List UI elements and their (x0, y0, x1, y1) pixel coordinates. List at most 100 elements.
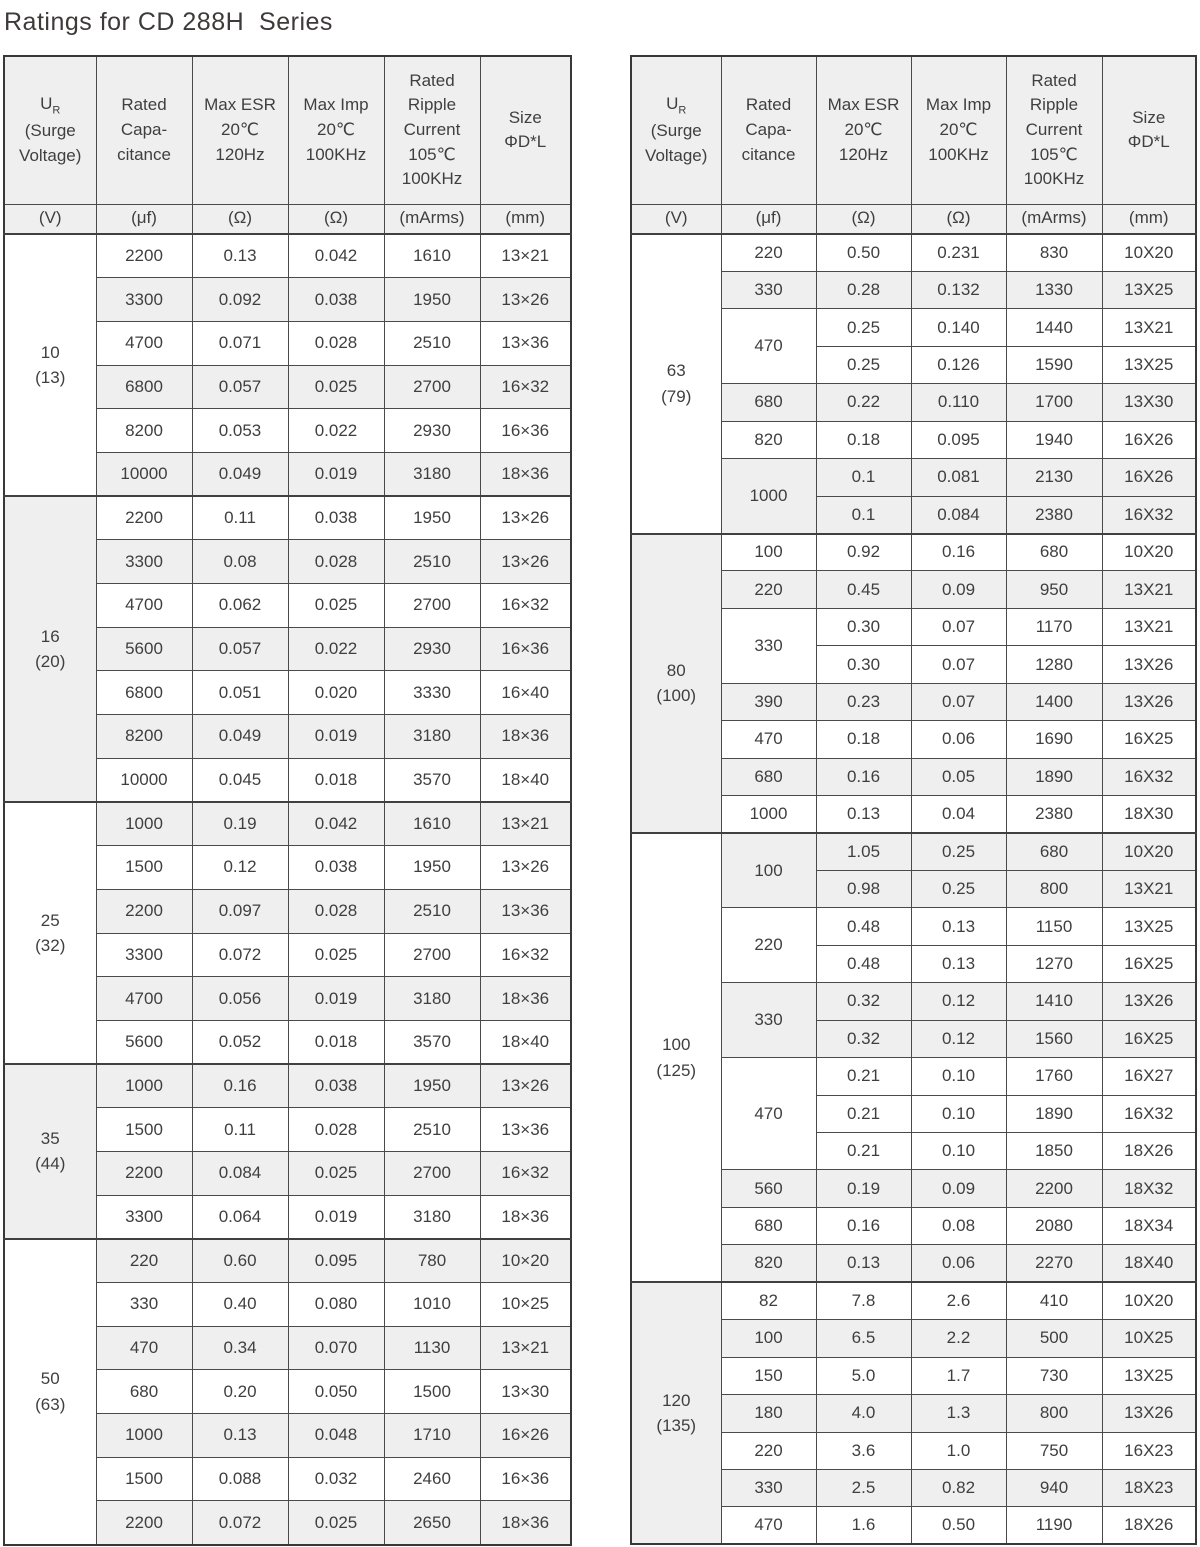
cell-ripple: 2200 (1005, 1169, 1103, 1208)
unit-voltage: (V) (3, 203, 97, 235)
cell-imp: 0.050 (287, 1369, 385, 1415)
cell-imp: 0.025 (287, 932, 385, 978)
cell-imp: 0.25 (910, 869, 1007, 909)
cell-imp: 1.7 (910, 1356, 1007, 1396)
table-row: 1500 0.12 0.038 1950 13×26 (4, 845, 572, 890)
table-row: 25 (32) 1000 0.19 0.042 1610 13×21 (3, 800, 572, 1065)
cell-size: 16X23 (1101, 1431, 1197, 1470)
cell-imp: 0.028 (287, 539, 385, 584)
table-row: 820 0.13 0.06 2270 18X40 (631, 1244, 1197, 1283)
cell-ripple: 2130 (1005, 458, 1103, 497)
cell-esr: 0.056 (191, 976, 289, 1021)
cell-capacitance: 1000 (95, 1063, 193, 1109)
cell-imp: 0.08 (910, 1206, 1007, 1246)
cell-size: 16X25 (1101, 1019, 1197, 1059)
cell-imp: 2.6 (910, 1281, 1007, 1321)
table-row: 100 6.5 2.2 500 10X25 (631, 1319, 1197, 1358)
cell-capacitance: 3300 (95, 277, 193, 322)
cell-size: 16X25 (1101, 720, 1197, 759)
table-row: 1500 0.088 0.032 2460 16×36 (4, 1456, 572, 1502)
cell-size: 18X26 (1101, 1506, 1197, 1545)
cell-voltage-group: 25 (32) (3, 800, 97, 1065)
table-row: 10 (13) 2200 0.13 0.042 1610 13×21 (3, 232, 572, 497)
cell-esr: 0.18 (815, 720, 912, 759)
cell-esr: 0.25 (815, 345, 912, 385)
cell-imp: 0.020 (287, 670, 385, 716)
cell-size: 10X20 (1101, 1281, 1197, 1321)
cell-capacitance: 2200 (95, 888, 193, 934)
cell-size: 13×26 (479, 539, 572, 584)
cell-ripple: 940 (1005, 1468, 1103, 1508)
cell-ripple: 2510 (383, 539, 481, 584)
col-header-ripple: Rated Ripple Current 105℃ 100KHz (383, 55, 481, 205)
cell-imp: 0.038 (287, 1063, 385, 1109)
cell-ripple: 1330 (1005, 270, 1103, 310)
table-row: 470 0.21 0.10 1760 16X27 (631, 1057, 1197, 1171)
cell-imp: 0.025 (287, 583, 385, 628)
cell-imp: 0.04 (910, 795, 1007, 834)
cell-capacitance: 100 (720, 532, 817, 572)
cell-size: 13X25 (1101, 270, 1197, 310)
cell-capacitance: 330 (720, 607, 817, 684)
cell-esr: 0.23 (815, 682, 912, 722)
table-row: 330 0.30 0.07 1170 13X21 (631, 607, 1197, 684)
cell-capacitance: 3300 (95, 932, 193, 978)
cell-capacitance: 2200 (95, 1500, 193, 1546)
cell-esr: 0.40 (191, 1282, 289, 1327)
table-row: 2200 0.097 0.028 2510 13×36 (4, 888, 572, 934)
cell-size: 13X26 (1101, 682, 1197, 722)
cell-capacitance: 820 (720, 420, 817, 460)
cell-esr: 0.28 (815, 270, 912, 310)
cell-size: 13×26 (479, 845, 572, 890)
cell-imp: 0.25 (910, 831, 1007, 871)
cell-size: 13X21 (1101, 570, 1197, 609)
cell-capacitance: 8200 (95, 714, 193, 759)
cell-ripple: 3570 (383, 757, 481, 803)
cell-ripple: 1280 (1005, 645, 1103, 684)
cell-esr: 0.98 (815, 869, 912, 909)
cell-ripple: 2270 (1005, 1244, 1103, 1283)
cell-size: 18X32 (1101, 1169, 1197, 1208)
table-row: 6800 0.051 0.020 3330 16×40 (4, 670, 572, 716)
table-row: 1000 0.13 0.048 1710 16×26 (4, 1413, 572, 1458)
table-body: 63 (79) 220 0.50 0.231 830 10X20 330 0.28 0.132 13… (630, 232, 1197, 1545)
cell-capacitance: 1500 (95, 1107, 193, 1152)
cell-ripple: 1940 (1005, 420, 1103, 460)
cell-esr: 0.049 (191, 714, 289, 759)
cell-ripple: 3180 (383, 976, 481, 1021)
cell-esr: 0.92 (815, 532, 912, 572)
table-row: 220 0.45 0.09 950 13X21 (631, 570, 1197, 609)
cell-esr: 0.057 (191, 364, 289, 410)
cell-capacitance: 390 (720, 682, 817, 722)
col-header-size: Size ΦD*L (479, 55, 572, 205)
cell-capacitance: 680 (720, 1206, 817, 1246)
cell-imp: 0.07 (910, 682, 1007, 722)
cell-voltage-group: 50 (63) (3, 1237, 97, 1546)
unit-imp: (Ω) (287, 203, 385, 235)
unit-capacitance: (μf) (720, 203, 817, 235)
cell-capacitance: 470 (720, 1057, 817, 1171)
cell-imp: 0.126 (910, 345, 1007, 385)
cell-size: 10X20 (1101, 532, 1197, 572)
cell-voltage-group: 80 (100) (630, 532, 722, 834)
cell-esr: 0.13 (815, 795, 912, 834)
table-row: 8200 0.053 0.022 2930 16×36 (4, 408, 572, 453)
cell-size: 18×36 (479, 451, 572, 497)
table-row: 8200 0.049 0.019 3180 18×36 (4, 714, 572, 759)
cell-imp: 0.025 (287, 1500, 385, 1546)
cell-esr: 0.34 (191, 1325, 289, 1371)
cell-size: 13X30 (1101, 383, 1197, 422)
cell-capacitance: 330 (95, 1282, 193, 1327)
cell-size: 10X20 (1101, 232, 1197, 272)
cell-capacitance: 220 (720, 570, 817, 609)
cell-esr: 0.60 (191, 1237, 289, 1283)
cell-size: 16×32 (479, 932, 572, 978)
cell-imp: 0.084 (910, 495, 1007, 535)
cell-imp: 0.070 (287, 1325, 385, 1371)
cell-size: 18X23 (1101, 1468, 1197, 1508)
cell-esr: 1.6 (815, 1506, 912, 1545)
cell-esr: 0.30 (815, 645, 912, 684)
cell-esr: 0.19 (815, 1169, 912, 1208)
cell-esr: 0.062 (191, 583, 289, 628)
cell-capacitance: 1000 (720, 795, 817, 834)
